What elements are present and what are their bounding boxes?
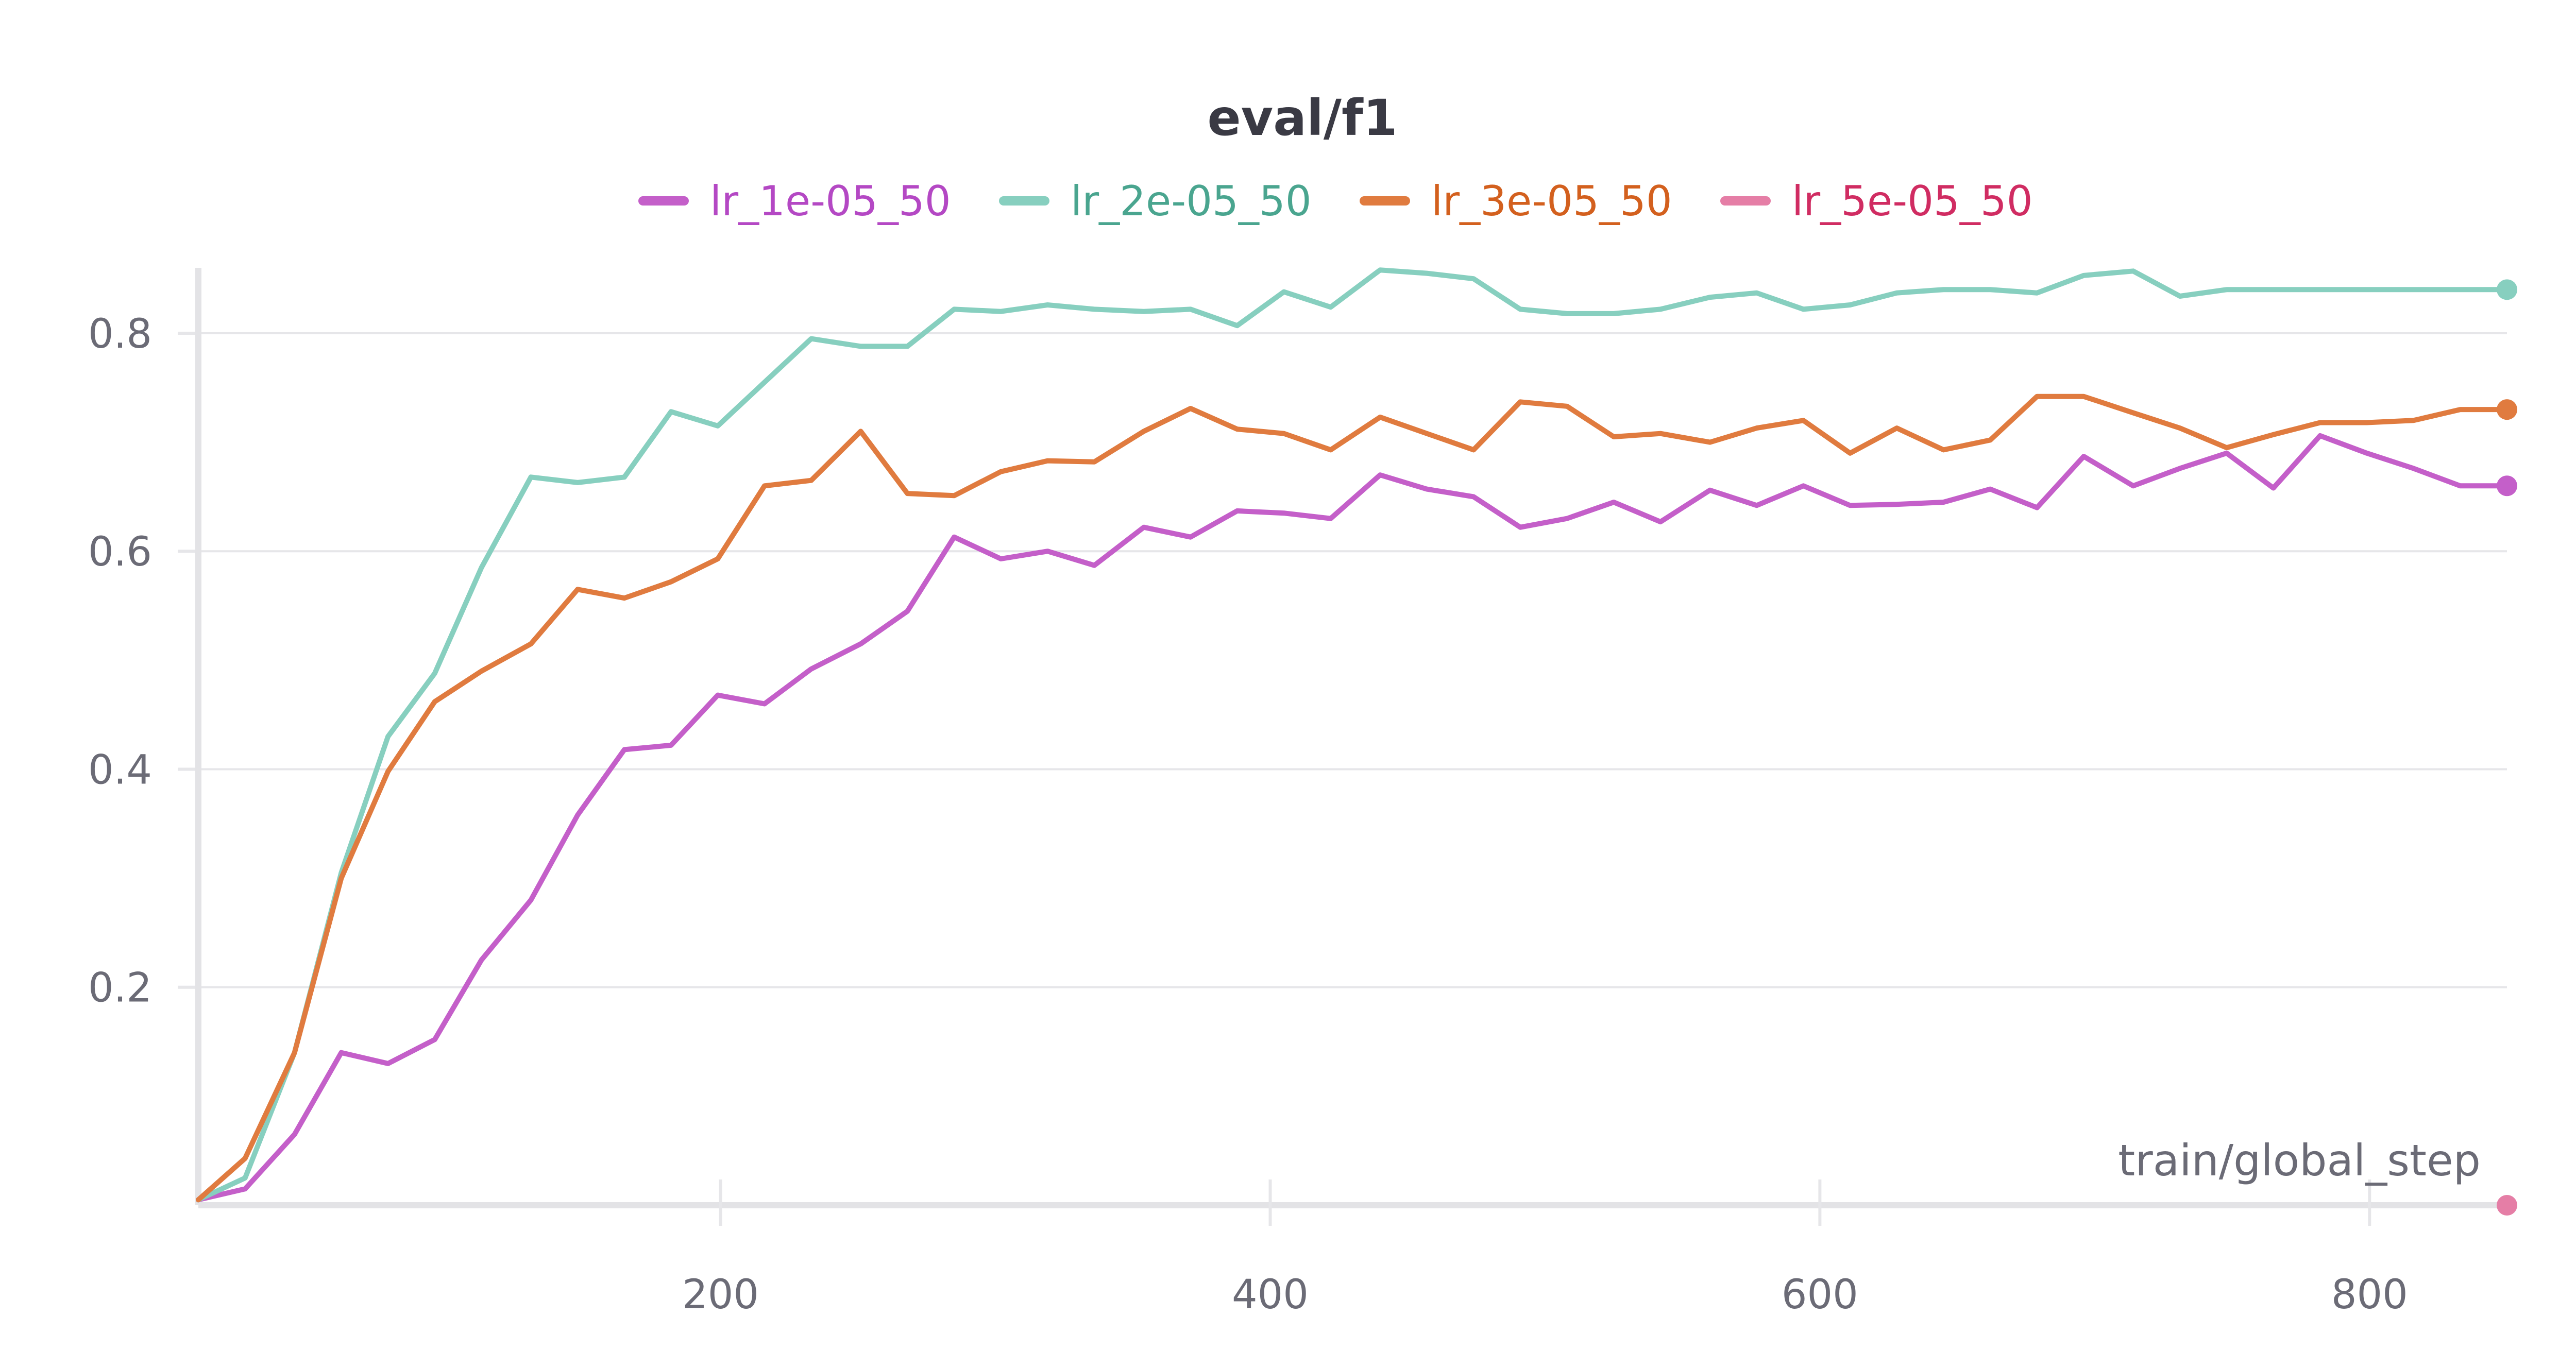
x-tick-label: 800: [2331, 1272, 2408, 1318]
y-tick-label: 0.6: [88, 529, 152, 575]
axes: 0.2 0.4 0.6 0.8 200 400 600 800: [88, 268, 2507, 1318]
legend: lr_1e-05_50 lr_2e-05_50 lr_3e-05_50 lr_5e-0…: [638, 177, 2033, 225]
series-line-lr_1e-05_50: [196, 433, 2510, 1203]
series-line-lr_2e-05_50: [196, 267, 2510, 1203]
legend-label: lr_2e-05_50: [1071, 177, 1312, 225]
x-tick-label: 600: [1782, 1272, 1858, 1318]
x-tick-label: 400: [1232, 1272, 1309, 1318]
series-line-lr_3e-05_50: [196, 394, 2510, 1203]
grid-lines: [198, 332, 2507, 988]
series-end-markers: [2497, 279, 2517, 1216]
series-end-marker-lr_2e-05_50: [2497, 279, 2517, 300]
legend-label: lr_3e-05_50: [1431, 177, 1672, 225]
y-tick-label: 0.8: [88, 311, 152, 357]
series-end-marker-lr_3e-05_50: [2497, 399, 2517, 420]
legend-label: lr_1e-05_50: [710, 177, 951, 225]
y-tick-label: 0.4: [88, 747, 152, 793]
x-tick-label: 200: [682, 1272, 759, 1318]
y-tick-label: 0.2: [88, 965, 152, 1012]
series-end-marker-lr_1e-05_50: [2497, 475, 2517, 497]
series-end-marker-lr_5e-05_50: [2497, 1195, 2517, 1216]
series-lines: [196, 267, 2510, 1203]
chart-title: eval/f1: [1208, 89, 1398, 147]
x-axis-title: train/global_step: [2118, 1135, 2481, 1186]
legend-label: lr_5e-05_50: [1792, 177, 2033, 225]
